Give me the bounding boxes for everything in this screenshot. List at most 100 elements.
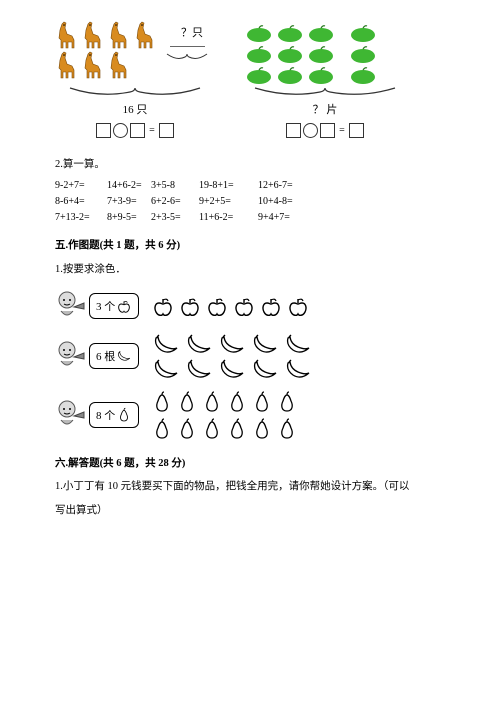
instruction-bubble: 3 个 (89, 293, 139, 319)
pear-icon (276, 417, 298, 441)
draw-row: 8 个 (55, 390, 445, 441)
calc-expr: 7+3-9= (107, 196, 151, 207)
blank-box[interactable] (349, 123, 364, 138)
equals-sign: = (149, 125, 155, 136)
apple-icon (286, 294, 310, 318)
pear-icon (116, 407, 132, 423)
green-blob-icon (349, 46, 377, 64)
blank-box[interactable] (130, 123, 145, 138)
giraffe-brace (65, 85, 205, 99)
banana-icon (250, 358, 280, 380)
banana-icon (283, 333, 313, 355)
green-blob-icon (245, 25, 273, 43)
instruction-bubble: 8 个 (89, 402, 139, 428)
calc-expr: 9+4+7= (258, 212, 308, 223)
green-blobs (245, 20, 405, 85)
bubble-text: 8 个 (96, 407, 115, 423)
pear-icon (151, 390, 173, 414)
green-blob-icon (307, 25, 335, 43)
calc-expr: 8-6+4= (55, 196, 107, 207)
banana-icon (151, 358, 181, 380)
calc-row: 9-2+7=14+6-2=3+5-819-8+1=12+6-7= (55, 180, 445, 191)
pear-icon (226, 417, 248, 441)
pear-icon (176, 417, 198, 441)
green-blob-icon (276, 25, 304, 43)
green-blob-icon (245, 67, 273, 85)
giraffe-icon (107, 20, 131, 50)
calc-expr: 11+6-2= (199, 212, 258, 223)
calc-expr: 8+9-5= (107, 212, 151, 223)
calc-expr: 19-8+1= (199, 180, 258, 191)
calc-row: 8-6+4=7+3-9=6+2-6=9+2+5=10+4-8= (55, 196, 445, 207)
kid-icon (55, 339, 85, 373)
blank-circle[interactable] (303, 123, 318, 138)
pear-icon (201, 417, 223, 441)
pear-icon (176, 390, 198, 414)
green-figure: ？ 片 = (245, 20, 405, 138)
equals-sign: = (339, 125, 345, 136)
apple-icon (259, 294, 283, 318)
banana-icon (283, 358, 313, 380)
calc-expr: 9+2+5= (199, 196, 258, 207)
green-blob-icon (349, 67, 377, 85)
blank-box[interactable] (96, 123, 111, 138)
pear-icon (226, 390, 248, 414)
calc-rows: 9-2+7=14+6-2=3+5-819-8+1=12+6-7=8-6+4=7+… (55, 180, 445, 223)
section6-q1-line1: 1.小丁丁有 10 元钱要买下面的物品，把钱全用完，请你帮她设计方案。（可以 (55, 478, 445, 496)
kid-icon (55, 398, 85, 432)
q2-title: 2.算一算。 (55, 156, 445, 174)
bubble-text: 3 个 (96, 298, 115, 314)
blank-box[interactable] (286, 123, 301, 138)
giraffe-icon (81, 20, 105, 50)
banana-icon (184, 333, 214, 355)
kid-icon (55, 289, 85, 323)
calc-expr: 10+4-8= (258, 196, 308, 207)
banana-icon (217, 358, 247, 380)
giraffe-icon (55, 50, 79, 80)
calc-expr: 6+2-6= (151, 196, 199, 207)
calc-expr: 12+6-7= (258, 180, 308, 191)
giraffe-icon (55, 20, 79, 50)
bubble-text: 6 根 (96, 348, 115, 364)
blank-box[interactable] (159, 123, 174, 138)
giraffe-total-label: 16 只 (123, 101, 148, 117)
calc-expr: 2+3-5= (151, 212, 199, 223)
pear-icon (276, 390, 298, 414)
green-blob-icon (349, 25, 377, 43)
green-brace (250, 85, 400, 99)
blank-circle[interactable] (113, 123, 128, 138)
green-question-label: ？ 片 (313, 101, 338, 117)
calc-row: 7+13-2=8+9-5=2+3-5=11+6-2=9+4+7= (55, 212, 445, 223)
apple-icon (151, 294, 175, 318)
pear-icon (251, 390, 273, 414)
draw-row: 6 根 (55, 333, 445, 380)
green-blob-icon (245, 46, 273, 64)
banana-icon (250, 333, 280, 355)
apple-icon (116, 298, 132, 314)
apple-icon (178, 294, 202, 318)
calc-expr: 9-2+7= (55, 180, 107, 191)
apple-icon (205, 294, 229, 318)
giraffe-figure: ？只 16 只 = (55, 20, 215, 138)
small-brace (165, 52, 209, 62)
giraffe-equation: = (96, 123, 174, 138)
banana-icon (217, 333, 247, 355)
icon-grid (151, 390, 298, 441)
section6-q1-line2: 写出算式） (55, 502, 445, 520)
section5-heading: 五.作图题(共 1 题，共 6 分) (55, 237, 445, 255)
blank-box[interactable] (320, 123, 335, 138)
green-blob-icon (307, 46, 335, 64)
green-blob-icon (307, 67, 335, 85)
green-equation: = (286, 123, 364, 138)
green-blob-icon (276, 67, 304, 85)
giraffe-icon (107, 50, 131, 80)
pear-icon (251, 417, 273, 441)
top-figures-row: ？只 16 只 = ？ 片 = (55, 20, 445, 138)
draw-row: 3 个 (55, 289, 445, 323)
calc-expr: 14+6-2= (107, 180, 151, 191)
calc-expr: 7+13-2= (55, 212, 107, 223)
calc-expr: 3+5-8 (151, 180, 199, 191)
instruction-bubble: 6 根 (89, 343, 139, 369)
section6-heading: 六.解答题(共 6 题，共 28 分) (55, 455, 445, 473)
pear-icon (151, 417, 173, 441)
